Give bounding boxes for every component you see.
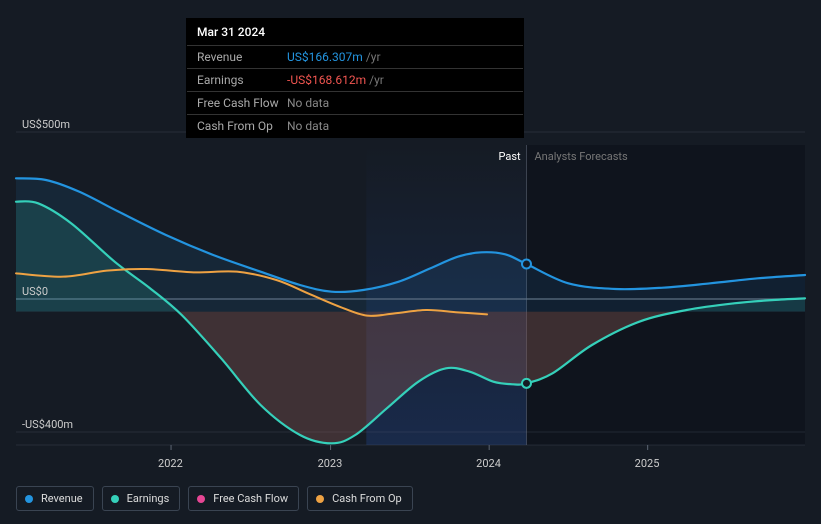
legend-dot-icon <box>197 495 205 503</box>
y-axis-label: US$500m <box>22 118 70 131</box>
legend-item-cfo[interactable]: Cash From Op <box>307 486 413 511</box>
tooltip-row-suffix: /yr <box>369 73 384 87</box>
legend-item-earnings[interactable]: Earnings <box>102 486 181 511</box>
tooltip-row-label: Cash From Op <box>197 119 287 133</box>
tooltip-row: RevenueUS$166.307m/yr <box>187 46 523 69</box>
legend-item-label: Cash From Op <box>332 492 402 505</box>
x-axis-label: 2023 <box>318 457 343 470</box>
chart-tooltip: Mar 31 2024 RevenueUS$166.307m/yrEarning… <box>186 18 524 138</box>
tooltip-row-label: Earnings <box>197 73 287 87</box>
x-axis-label: 2022 <box>158 457 183 470</box>
legend-item-fcf[interactable]: Free Cash Flow <box>188 486 299 511</box>
section-past-label: Past <box>498 150 520 163</box>
legend-dot-icon <box>316 495 324 503</box>
tooltip-row-value: US$166.307m <box>287 50 363 64</box>
x-axis-label: 2025 <box>635 457 660 470</box>
tooltip-row-suffix: /yr <box>366 50 381 64</box>
tooltip-row: Free Cash FlowNo data <box>187 92 523 115</box>
tooltip-row-label: Free Cash Flow <box>197 96 287 110</box>
y-axis-label: -US$400m <box>22 418 73 431</box>
section-forecast-label: Analysts Forecasts <box>534 150 627 163</box>
legend-dot-icon <box>25 495 33 503</box>
tooltip-row-value: -US$168.612m <box>287 73 366 87</box>
legend-item-revenue[interactable]: Revenue <box>16 486 94 511</box>
tooltip-row: Cash From OpNo data <box>187 115 523 137</box>
tooltip-row-label: Revenue <box>197 50 287 64</box>
x-axis-label: 2024 <box>476 457 501 470</box>
legend-item-label: Revenue <box>41 492 83 505</box>
tooltip-row: Earnings-US$168.612m/yr <box>187 69 523 92</box>
legend-item-label: Earnings <box>127 492 170 505</box>
legend-dot-icon <box>111 495 119 503</box>
y-axis-label: US$0 <box>22 285 48 298</box>
tooltip-row-value: No data <box>287 119 329 133</box>
tooltip-date: Mar 31 2024 <box>187 19 523 46</box>
legend-item-label: Free Cash Flow <box>213 492 288 505</box>
tooltip-row-value: No data <box>287 96 329 110</box>
chart-legend: Revenue Earnings Free Cash Flow Cash From O… <box>16 486 413 511</box>
